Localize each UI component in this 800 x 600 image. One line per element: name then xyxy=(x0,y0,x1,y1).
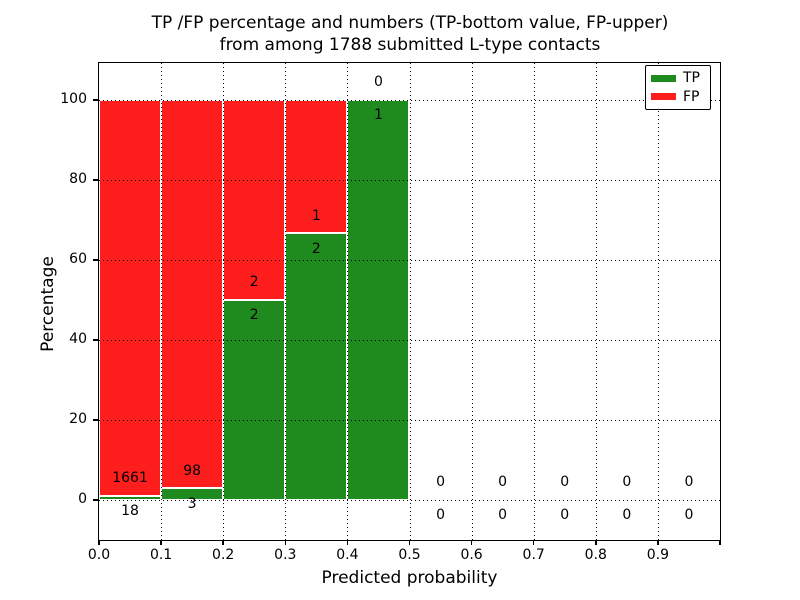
bar-segment-fp xyxy=(223,99,286,300)
x-tick xyxy=(346,540,349,545)
bar-segment-tp xyxy=(99,495,162,500)
bar-count-label-fp: 1661 xyxy=(112,470,148,487)
x-tick-label: 0.3 xyxy=(274,547,297,563)
x-tick-label: 0.7 xyxy=(522,547,545,563)
legend-item-fp: FP xyxy=(646,89,710,105)
bar-count-label-fp: 98 xyxy=(183,462,202,479)
bar-count-label-fp: 2 xyxy=(249,274,259,291)
bar-count-label-tp: 18 xyxy=(121,503,139,520)
bar-count-label-fp: 0 xyxy=(498,474,508,491)
x-tick-label: 0.1 xyxy=(149,547,173,563)
bar-count-label-tp: 0 xyxy=(436,507,445,524)
x-tick xyxy=(719,540,721,545)
x-gridline xyxy=(223,63,225,540)
bar-count-label-tp: 3 xyxy=(187,495,197,512)
x-gridline xyxy=(409,63,411,540)
bar-segment-fp xyxy=(161,99,224,489)
fp-swatch-icon xyxy=(651,93,676,101)
x-tick xyxy=(160,540,162,545)
x-axis-label: Predicted probability xyxy=(321,568,498,588)
x-gridline xyxy=(533,63,535,540)
bar-count-label-tp: 2 xyxy=(249,307,259,324)
x-tick-label: 0.9 xyxy=(646,547,670,563)
legend-item-tp: TP xyxy=(646,70,710,86)
y-tick-label: 20 xyxy=(69,411,87,428)
bar-count-label-fp: 0 xyxy=(436,474,445,491)
y-tick xyxy=(92,259,98,261)
x-tick xyxy=(98,540,100,545)
x-gridline xyxy=(347,63,349,540)
y-tick xyxy=(92,339,98,341)
bar-segment-tp xyxy=(347,99,410,500)
y-tick xyxy=(92,419,98,421)
bar-segment-tp xyxy=(285,233,348,500)
x-tick xyxy=(595,540,597,545)
chart-title-line2: from among 1788 submitted L-type contact… xyxy=(219,35,601,55)
chart-title: TP /FP percentage and numbers (TP-bottom… xyxy=(98,12,722,56)
x-gridline xyxy=(161,63,163,540)
bar-count-label-tp: 0 xyxy=(622,507,632,524)
x-tick-label: 0.6 xyxy=(460,547,483,563)
bar-segment-tp xyxy=(223,299,286,500)
legend: TP FP xyxy=(645,65,711,110)
x-tick xyxy=(222,540,224,545)
plot-area: Percentage Predicted probability TP FP 1… xyxy=(38,62,721,588)
y-tick-label: 100 xyxy=(60,91,87,108)
x-tick xyxy=(470,540,473,545)
bar-count-label-tp: 0 xyxy=(498,507,508,524)
x-gridline xyxy=(595,63,597,540)
x-tick-label: 0.5 xyxy=(398,547,421,563)
y-tick-label: 40 xyxy=(69,331,87,348)
x-tick xyxy=(284,540,287,545)
legend-label-tp: TP xyxy=(683,70,700,87)
x-tick-label: 0.4 xyxy=(336,547,359,563)
bar-count-label-fp: 0 xyxy=(560,474,570,491)
tp-swatch-icon xyxy=(651,74,676,82)
legend-label-fp: FP xyxy=(683,88,700,105)
x-tick-label: 0.8 xyxy=(584,547,607,563)
chart-title-line1: TP /FP percentage and numbers (TP-bottom… xyxy=(151,13,669,33)
bar-count-label-tp: 0 xyxy=(560,507,570,524)
y-tick-label: 60 xyxy=(69,251,87,268)
x-gridline xyxy=(285,63,287,540)
bar-segment-fp xyxy=(99,99,162,496)
bar-count-label-fp: 0 xyxy=(373,74,383,91)
y-tick xyxy=(92,99,98,101)
x-tick xyxy=(532,540,535,545)
bar-count-label-tp: 1 xyxy=(373,107,383,124)
y-tick xyxy=(92,179,98,181)
x-tick xyxy=(408,540,411,545)
x-gridline xyxy=(657,63,659,540)
x-tick xyxy=(657,540,659,545)
x-gridline xyxy=(471,63,473,540)
x-tick-label: 0.0 xyxy=(87,547,111,563)
bar-count-label-fp: 0 xyxy=(622,474,632,491)
bar-count-label-tp: 0 xyxy=(684,507,694,524)
bar-count-label-fp: 1 xyxy=(311,207,321,224)
y-tick-label: 0 xyxy=(78,491,87,508)
bar-count-label-fp: 0 xyxy=(684,474,694,491)
y-tick xyxy=(92,499,98,501)
bar-segment-fp xyxy=(285,99,348,234)
bar-count-label-tp: 2 xyxy=(311,240,321,257)
x-tick-label: 0.2 xyxy=(212,547,235,563)
y-tick-label: 80 xyxy=(69,171,87,188)
